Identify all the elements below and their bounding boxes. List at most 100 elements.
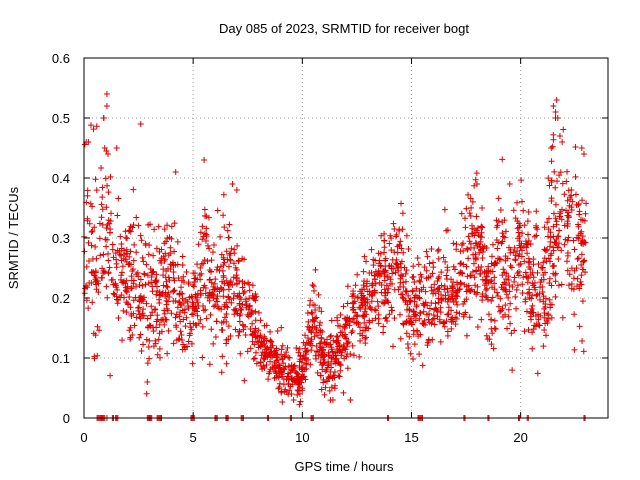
data-point-marker: [127, 248, 134, 255]
data-point-marker: [312, 355, 319, 362]
data-point-marker: [460, 261, 467, 268]
data-point-marker: [228, 299, 235, 306]
data-point-marker: [185, 338, 192, 345]
data-point-marker: [366, 288, 373, 295]
data-point-marker: [212, 333, 219, 340]
data-point-marker: [250, 295, 257, 302]
data-point-marker: [552, 278, 559, 285]
axes: 0 0.1 0.2 0.3 0.4 0.5 0.6 0 5 10 15 20: [52, 51, 609, 445]
data-point-marker: [85, 305, 92, 312]
data-point-marker: [317, 372, 324, 379]
data-point-marker: [219, 278, 226, 285]
data-point-marker: [122, 234, 129, 241]
data-point-marker: [399, 210, 406, 217]
x-tick-label: 20: [513, 430, 527, 445]
data-point-marker: [261, 333, 268, 340]
data-point-marker: [93, 255, 100, 262]
data-point-marker: [368, 291, 375, 298]
data-point-marker: [207, 276, 214, 283]
data-point-marker: [553, 218, 560, 225]
data-point-marker: [127, 304, 134, 311]
data-point-marker: [387, 232, 394, 239]
data-point-marker: [456, 310, 463, 317]
data-point-marker: [507, 320, 514, 327]
data-point-marker: [361, 278, 368, 285]
data-point-marker: [184, 298, 191, 305]
data-point-marker: [484, 285, 491, 292]
data-point-marker: [197, 287, 204, 294]
data-point-marker: [559, 314, 566, 321]
data-point-marker: [236, 318, 243, 325]
data-point-marker: [167, 250, 174, 257]
data-point-marker: [510, 249, 517, 256]
data-point-marker: [95, 280, 102, 287]
data-point-marker: [534, 226, 541, 233]
data-point-marker: [471, 274, 478, 281]
data-point-marker: [225, 234, 232, 241]
data-point-marker: [160, 282, 167, 289]
data-point-marker: [515, 253, 522, 260]
data-point-marker: [166, 277, 173, 284]
y-tick-label: 0.3: [52, 231, 70, 246]
data-point-marker: [228, 245, 235, 252]
data-point-marker: [223, 360, 230, 367]
data-point-marker: [281, 365, 288, 372]
data-point-marker: [278, 346, 285, 353]
data-point-marker: [201, 282, 208, 289]
data-point-marker: [283, 349, 290, 356]
data-point-marker: [400, 320, 407, 327]
data-point-marker: [521, 328, 528, 335]
data-point-marker: [322, 384, 329, 391]
data-point-marker: [248, 309, 255, 316]
data-point-marker: [519, 198, 526, 205]
data-point-marker: [460, 313, 467, 320]
data-point-marker: [118, 269, 125, 276]
data-point-marker: [324, 377, 331, 384]
data-point-marker: [202, 212, 209, 219]
data-point-marker: [548, 195, 555, 202]
data-point-marker: [461, 215, 468, 222]
data-point-marker: [476, 249, 483, 256]
data-point-marker: [575, 202, 582, 209]
data-point-marker: [386, 262, 393, 269]
data-point-marker: [470, 260, 477, 267]
data-point-marker: [489, 268, 496, 275]
data-point-marker: [521, 258, 528, 265]
data-point-marker: [473, 240, 480, 247]
data-point-marker: [465, 282, 472, 289]
data-point-marker: [263, 337, 270, 344]
data-point-marker: [444, 328, 451, 335]
data-point-marker: [239, 278, 246, 285]
data-point-marker: [126, 227, 133, 234]
data-point-marker: [389, 343, 396, 350]
data-point-marker: [416, 295, 423, 302]
data-point-marker: [524, 290, 531, 297]
data-point-marker: [190, 270, 197, 277]
data-point-marker: [243, 304, 250, 311]
data-point-marker: [141, 270, 148, 277]
data-point-marker: [230, 295, 237, 302]
data-point-marker: [93, 187, 100, 194]
data-point-marker: [452, 321, 459, 328]
data-point-marker: [87, 122, 94, 129]
data-point-marker: [580, 348, 587, 355]
data-point-marker: [383, 314, 390, 321]
data-point-marker: [254, 338, 261, 345]
data-point-marker: [185, 280, 192, 287]
data-point-marker: [556, 213, 563, 220]
data-point-marker: [468, 222, 475, 229]
data-point-marker: [386, 311, 393, 318]
data-point-marker: [162, 289, 169, 296]
data-point-marker: [327, 333, 334, 340]
data-point-marker: [341, 325, 348, 332]
data-point-marker: [265, 370, 272, 377]
data-point-marker: [418, 286, 425, 293]
data-point-marker: [165, 274, 172, 281]
data-point-marker: [170, 269, 177, 276]
data-point-marker: [507, 300, 514, 307]
data-point-marker: [85, 239, 92, 246]
data-point-marker: [223, 318, 230, 325]
data-point-marker: [441, 323, 448, 330]
data-point-marker: [115, 195, 122, 202]
data-point-marker: [454, 287, 461, 294]
